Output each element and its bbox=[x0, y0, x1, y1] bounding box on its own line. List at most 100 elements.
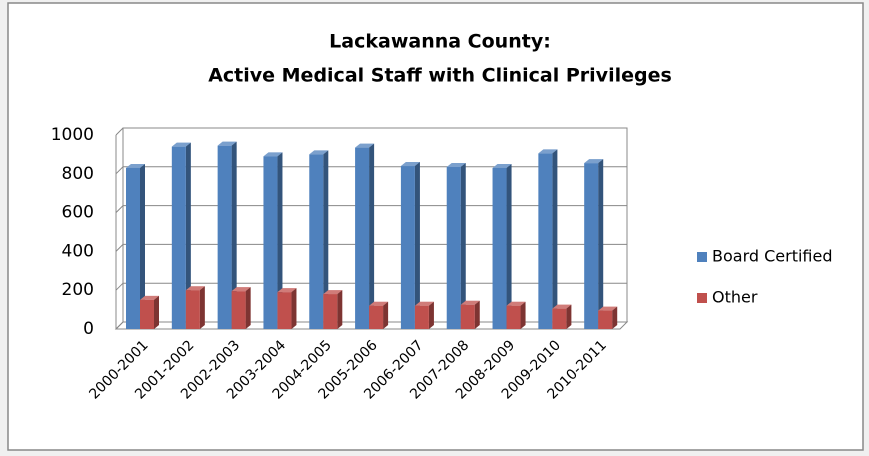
bar bbox=[277, 292, 292, 329]
bar-top bbox=[552, 304, 572, 309]
bar-side-shade bbox=[245, 287, 251, 329]
bar-side bbox=[414, 162, 420, 329]
bar-top bbox=[460, 300, 480, 305]
legend-swatch bbox=[697, 252, 707, 262]
bar-top-shade bbox=[598, 306, 618, 311]
bar bbox=[400, 166, 415, 329]
bar bbox=[185, 290, 200, 329]
bar bbox=[309, 154, 324, 329]
legend-label: Other bbox=[712, 288, 758, 307]
bar-side-shade bbox=[506, 163, 512, 329]
bar-side bbox=[552, 149, 558, 329]
bar-top bbox=[263, 152, 283, 157]
bar-top bbox=[126, 163, 145, 168]
bar-side bbox=[231, 141, 237, 329]
bar-side bbox=[474, 300, 480, 329]
bar-top bbox=[277, 288, 297, 293]
bar-side-shade bbox=[383, 301, 389, 329]
bar-top bbox=[171, 142, 191, 147]
bar-top-shade bbox=[126, 163, 145, 168]
bar-side-shade bbox=[154, 295, 159, 329]
bar-top bbox=[506, 301, 526, 306]
bar-side bbox=[369, 143, 375, 329]
bar-top-shade bbox=[414, 301, 434, 306]
bar bbox=[584, 163, 599, 329]
bar-side bbox=[428, 301, 434, 329]
bar-top bbox=[584, 159, 604, 164]
bar-top-shade bbox=[185, 286, 205, 291]
bar-side-shade bbox=[460, 163, 466, 329]
bar-top-shade bbox=[369, 301, 389, 306]
bar bbox=[323, 294, 338, 329]
bar bbox=[126, 167, 140, 329]
bar-side-shade bbox=[277, 152, 283, 329]
bar-top-shade bbox=[400, 162, 420, 167]
bar bbox=[369, 305, 384, 329]
bar-top bbox=[492, 163, 512, 168]
bar-top-shade bbox=[171, 142, 191, 147]
bar bbox=[492, 167, 507, 329]
bar-side bbox=[612, 306, 618, 329]
bar-side bbox=[291, 288, 297, 329]
bar bbox=[355, 147, 370, 329]
bar-side-shade bbox=[612, 306, 618, 329]
chart-frame bbox=[7, 2, 864, 451]
bar-side bbox=[506, 163, 512, 329]
bar-side bbox=[337, 290, 343, 329]
bar-top bbox=[217, 141, 237, 146]
bar-top-shade bbox=[309, 150, 329, 155]
bar bbox=[217, 145, 232, 329]
bar-side-shade bbox=[520, 301, 526, 329]
bar-side-shade bbox=[185, 142, 191, 329]
y-tick-label: 200 bbox=[62, 280, 94, 300]
bar bbox=[171, 146, 186, 329]
bar-side-shade bbox=[323, 150, 329, 329]
bar-top-shade bbox=[460, 300, 480, 305]
bar-side bbox=[566, 304, 572, 329]
bar-side-shade bbox=[428, 301, 434, 329]
bar bbox=[446, 167, 461, 329]
bar bbox=[552, 308, 567, 329]
bar-side-shade bbox=[369, 143, 375, 329]
bar-top bbox=[446, 163, 466, 168]
bar-top bbox=[309, 150, 329, 155]
bar bbox=[460, 304, 475, 329]
bar-side bbox=[199, 286, 205, 329]
bar-side bbox=[460, 163, 466, 329]
bar bbox=[231, 291, 246, 329]
bar-top-shade bbox=[231, 287, 251, 292]
bar-top bbox=[538, 149, 558, 154]
bar-side bbox=[154, 295, 159, 329]
bar-side-shade bbox=[414, 162, 420, 329]
bar-top bbox=[414, 301, 434, 306]
bar-top-shade bbox=[323, 290, 343, 295]
grid-line bbox=[115, 127, 627, 136]
bar-side-shade bbox=[140, 163, 145, 329]
bar bbox=[140, 299, 154, 329]
bar-top bbox=[140, 295, 159, 300]
chart-subtitle: Active Medical Staff with Clinical Privi… bbox=[208, 65, 672, 87]
bar-side-shade bbox=[566, 304, 572, 329]
bar-top bbox=[231, 287, 251, 292]
bar-side-shade bbox=[474, 300, 480, 329]
bar-side bbox=[323, 150, 329, 329]
bar-top-shade bbox=[355, 143, 375, 148]
bar-side-shade bbox=[291, 288, 297, 329]
bar-top bbox=[400, 162, 420, 167]
bar-top-shade bbox=[506, 301, 526, 306]
bar-side-shade bbox=[552, 149, 558, 329]
bar bbox=[506, 305, 521, 329]
chart-title: Lackawanna County: bbox=[329, 31, 551, 53]
bar-top-shade bbox=[492, 163, 512, 168]
bar-top bbox=[185, 286, 205, 291]
bar-top-shade bbox=[263, 152, 283, 157]
bar-top-shade bbox=[552, 304, 572, 309]
y-tick-label: 0 bbox=[83, 319, 94, 339]
bar bbox=[414, 305, 429, 329]
bar-top bbox=[369, 301, 389, 306]
bar-side bbox=[245, 287, 251, 329]
bar-top bbox=[323, 290, 343, 295]
bar bbox=[598, 310, 613, 329]
bar-top bbox=[598, 306, 618, 311]
